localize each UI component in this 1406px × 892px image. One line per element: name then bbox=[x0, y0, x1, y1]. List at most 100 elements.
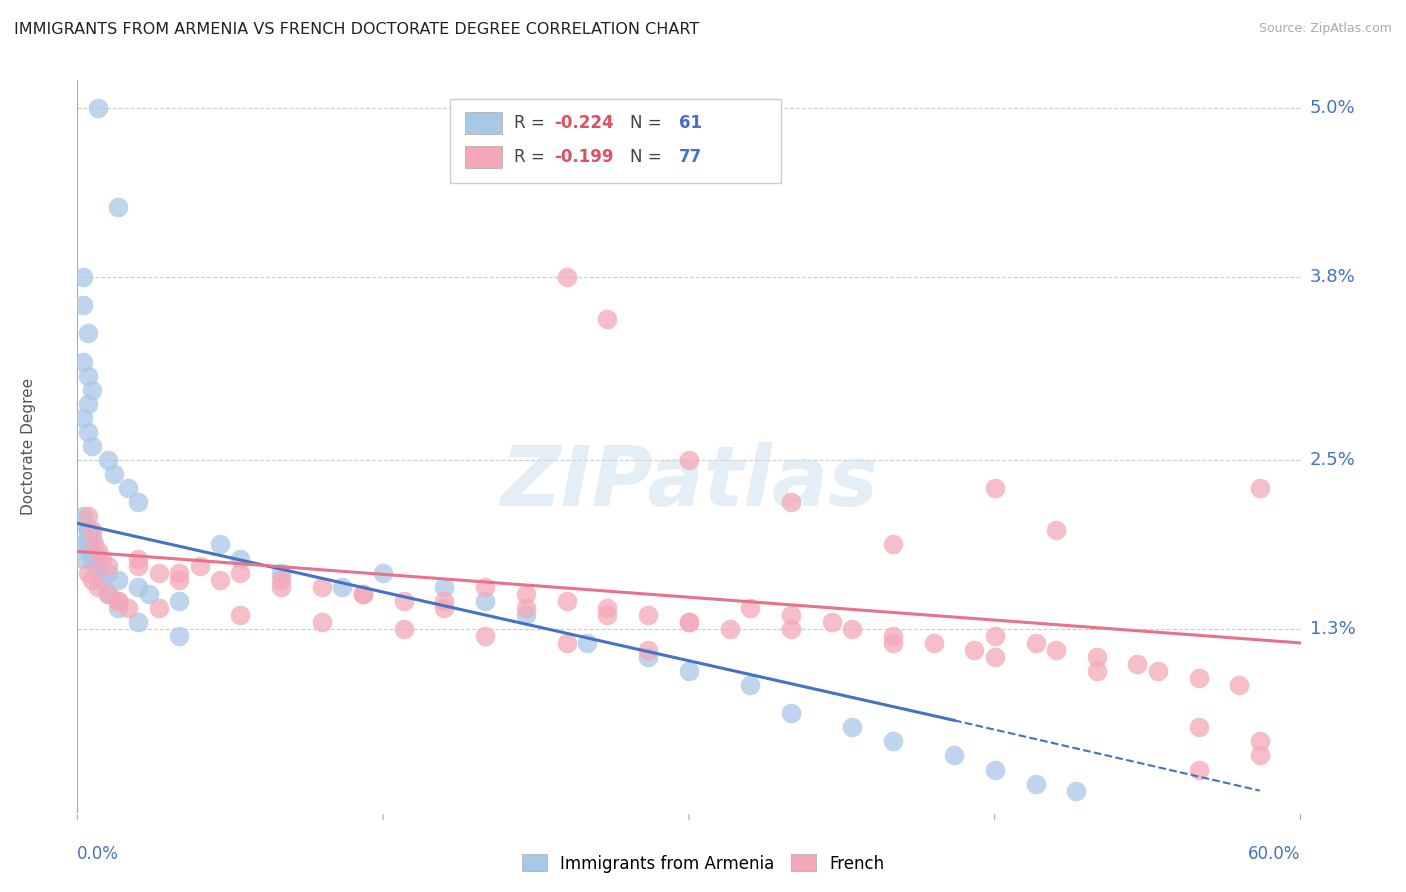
Point bbox=[72, 516, 94, 531]
Point bbox=[474, 593, 496, 607]
Point bbox=[678, 453, 700, 467]
Point bbox=[1229, 678, 1251, 692]
Point bbox=[97, 587, 120, 601]
Point bbox=[882, 537, 904, 551]
Point bbox=[97, 566, 120, 580]
Point bbox=[97, 453, 120, 467]
Point bbox=[76, 544, 98, 558]
Point bbox=[740, 600, 762, 615]
Point bbox=[637, 607, 659, 622]
Point bbox=[963, 643, 986, 657]
Point bbox=[780, 495, 803, 509]
Point bbox=[1187, 671, 1209, 685]
Point bbox=[515, 607, 537, 622]
Point bbox=[780, 622, 803, 636]
Point bbox=[841, 720, 863, 734]
Point bbox=[208, 573, 231, 587]
Point bbox=[107, 593, 129, 607]
Point bbox=[169, 566, 191, 580]
Point bbox=[433, 600, 456, 615]
Point bbox=[555, 270, 578, 285]
Point bbox=[270, 580, 292, 594]
Point bbox=[740, 678, 762, 692]
Point bbox=[332, 580, 354, 594]
Text: N =: N = bbox=[630, 113, 666, 132]
Point bbox=[922, 636, 945, 650]
Point bbox=[1066, 783, 1088, 797]
Point bbox=[107, 200, 129, 214]
Point bbox=[80, 383, 103, 397]
Point bbox=[841, 622, 863, 636]
Point bbox=[169, 593, 191, 607]
Point bbox=[90, 573, 112, 587]
Text: R =: R = bbox=[515, 148, 550, 166]
Point bbox=[72, 551, 94, 566]
Point bbox=[1024, 636, 1046, 650]
Point bbox=[576, 636, 599, 650]
Point bbox=[433, 580, 456, 594]
Point bbox=[80, 439, 103, 453]
Point bbox=[84, 558, 107, 573]
Point bbox=[984, 763, 1007, 777]
Text: N =: N = bbox=[630, 148, 666, 166]
Point bbox=[1187, 763, 1209, 777]
Point bbox=[87, 102, 110, 116]
Point bbox=[90, 551, 112, 566]
Point bbox=[433, 593, 456, 607]
Point bbox=[229, 607, 252, 622]
Point bbox=[72, 298, 94, 312]
Point bbox=[596, 600, 619, 615]
Point bbox=[80, 524, 103, 538]
Point bbox=[127, 551, 149, 566]
Text: 5.0%: 5.0% bbox=[1310, 99, 1355, 118]
Point bbox=[371, 566, 394, 580]
Point bbox=[882, 636, 904, 650]
Point bbox=[392, 593, 415, 607]
Point bbox=[270, 566, 292, 580]
Point bbox=[515, 587, 537, 601]
Point bbox=[984, 629, 1007, 643]
Point bbox=[1187, 720, 1209, 734]
Point bbox=[882, 629, 904, 643]
Point bbox=[169, 573, 191, 587]
Text: 2.5%: 2.5% bbox=[1310, 451, 1355, 469]
Text: -0.199: -0.199 bbox=[554, 148, 614, 166]
Point bbox=[678, 664, 700, 678]
Point bbox=[311, 580, 333, 594]
Point bbox=[943, 748, 966, 763]
Point bbox=[678, 615, 700, 629]
Text: Source: ZipAtlas.com: Source: ZipAtlas.com bbox=[1258, 22, 1392, 36]
Point bbox=[474, 629, 496, 643]
Point bbox=[352, 587, 374, 601]
Point bbox=[72, 509, 94, 524]
Point bbox=[1045, 524, 1067, 538]
Point bbox=[76, 524, 98, 538]
Text: R =: R = bbox=[515, 113, 550, 132]
Point bbox=[80, 573, 103, 587]
Point bbox=[780, 706, 803, 721]
Point bbox=[76, 524, 98, 538]
Point bbox=[76, 537, 98, 551]
Point bbox=[984, 650, 1007, 665]
Point bbox=[718, 622, 741, 636]
FancyBboxPatch shape bbox=[465, 146, 502, 168]
Point bbox=[72, 354, 94, 368]
Point bbox=[76, 397, 98, 411]
Point bbox=[1024, 776, 1046, 790]
Point bbox=[107, 593, 129, 607]
Point bbox=[1126, 657, 1149, 671]
Point bbox=[1147, 664, 1170, 678]
Point bbox=[637, 643, 659, 657]
Point bbox=[1085, 650, 1108, 665]
Text: -0.224: -0.224 bbox=[554, 113, 614, 132]
Point bbox=[72, 537, 94, 551]
Legend: Immigrants from Armenia, French: Immigrants from Armenia, French bbox=[515, 847, 891, 880]
Point bbox=[80, 551, 103, 566]
Text: Doctorate Degree: Doctorate Degree bbox=[21, 377, 37, 515]
Point bbox=[188, 558, 211, 573]
Point bbox=[821, 615, 844, 629]
Point bbox=[107, 573, 129, 587]
Point bbox=[103, 467, 125, 482]
Point bbox=[1045, 643, 1067, 657]
Point bbox=[87, 580, 110, 594]
